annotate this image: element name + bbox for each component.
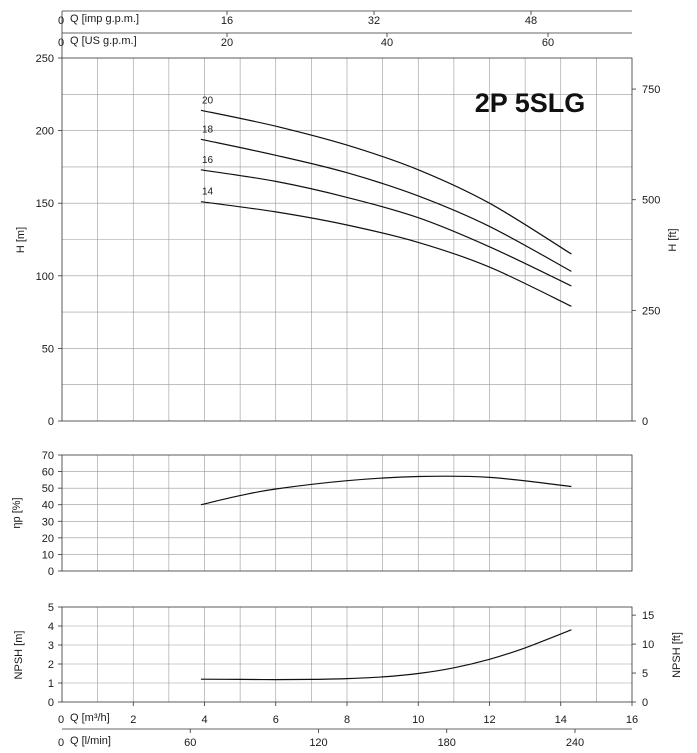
m3h-tick-label: 2 xyxy=(130,714,136,726)
m3h-tick-label: 10 xyxy=(412,714,424,726)
head-y-tick-label: 200 xyxy=(36,126,54,138)
eff-y-tick-label: 60 xyxy=(42,467,54,479)
eff-y-tick-label: 70 xyxy=(42,450,54,462)
eff-y-tick-label: 40 xyxy=(42,500,54,512)
head-panel-frame xyxy=(61,57,633,422)
eff-y-axis-label: ηp [%] xyxy=(11,497,23,528)
head-curve-label: 14 xyxy=(202,187,214,198)
head-ft-tick-label: 250 xyxy=(642,305,660,317)
m3h-tick-label: 12 xyxy=(483,714,495,726)
us-gpm-tick-label: 40 xyxy=(381,37,393,49)
us-gpm-axis-label: Q [US g.p.m.] xyxy=(70,35,137,47)
m3h-tick-label: 4 xyxy=(201,714,207,726)
head-curve-label: 16 xyxy=(202,155,214,166)
head-ft-axis-label: H [ft] xyxy=(667,228,679,251)
npsh-y-tick-label: 4 xyxy=(48,621,54,633)
m3h-tick-label: 14 xyxy=(555,714,567,726)
eff-y-tick-label: 50 xyxy=(42,483,54,495)
npsh-ft-tick-label: 0 xyxy=(642,697,648,709)
head-y-axis-label: H [m] xyxy=(15,227,27,253)
us-gpm-zero-label: 0 xyxy=(58,37,64,49)
imp-gpm-tick-label: 32 xyxy=(368,15,380,27)
eff-y-tick-label: 30 xyxy=(42,516,54,528)
npsh-y-axis-label: NPSH [m] xyxy=(13,631,25,680)
head-y-tick-label: 100 xyxy=(36,271,54,283)
head-curve-label: 20 xyxy=(202,95,214,106)
head-curve-16 xyxy=(200,169,572,287)
lmin-tick-label: 120 xyxy=(309,737,327,749)
imp-gpm-tick-label: 48 xyxy=(525,15,537,27)
lmin-tick-label: 180 xyxy=(438,737,456,749)
efficiency-curve xyxy=(200,475,572,506)
head-curve-20 xyxy=(200,109,572,255)
imp-gpm-axis-label: Q [imp g.p.m.] xyxy=(70,13,139,25)
m3h-tick-label: 8 xyxy=(344,714,350,726)
imp-gpm-zero-label: 0 xyxy=(58,15,64,27)
us-gpm-tick-label: 60 xyxy=(542,37,554,49)
npsh-y-tick-label: 1 xyxy=(48,678,54,690)
eff-y-tick-label: 20 xyxy=(42,533,54,545)
head-y-tick-label: 0 xyxy=(48,416,54,428)
npsh-y-tick-label: 3 xyxy=(48,640,54,652)
m3h-axis-label: Q [m³/h] xyxy=(70,712,110,724)
m3h-zero-label: 0 xyxy=(58,714,64,726)
npsh-ft-tick-label: 15 xyxy=(642,610,654,622)
head-ft-tick-label: 0 xyxy=(642,416,648,428)
head-y-tick-label: 150 xyxy=(36,198,54,210)
head-curve-label: 18 xyxy=(202,124,214,135)
npsh-y-tick-label: 0 xyxy=(48,697,54,709)
npsh-y-tick-label: 5 xyxy=(48,602,54,614)
lmin-axis-label: Q [l/min] xyxy=(70,735,111,747)
npsh-ft-axis-label: NPSH [ft] xyxy=(671,632,683,678)
head-curve-18 xyxy=(200,138,572,272)
head-y-tick-label: 50 xyxy=(42,343,54,355)
npsh-ft-tick-label: 10 xyxy=(642,639,654,651)
eff-y-tick-label: 10 xyxy=(42,549,54,561)
imp-gpm-tick-label: 16 xyxy=(221,15,233,27)
m3h-tick-label: 6 xyxy=(273,714,279,726)
eff-y-tick-label: 0 xyxy=(48,566,54,578)
eff-panel-frame xyxy=(61,454,633,572)
head-curve-14 xyxy=(200,201,572,307)
npsh-ft-tick-label: 5 xyxy=(642,668,648,680)
lmin-tick-label: 240 xyxy=(566,737,584,749)
lmin-zero-label: 0 xyxy=(58,737,64,749)
head-y-tick-label: 250 xyxy=(36,53,54,65)
head-ft-tick-label: 750 xyxy=(642,84,660,96)
head-ft-tick-label: 500 xyxy=(642,195,660,207)
lmin-tick-label: 60 xyxy=(184,737,196,749)
npsh-y-tick-label: 2 xyxy=(48,659,54,671)
us-gpm-tick-label: 20 xyxy=(221,37,233,49)
m3h-tick-label: 16 xyxy=(626,714,638,726)
npsh-curve xyxy=(200,629,572,681)
chart-title: 2P 5SLG xyxy=(475,88,586,118)
